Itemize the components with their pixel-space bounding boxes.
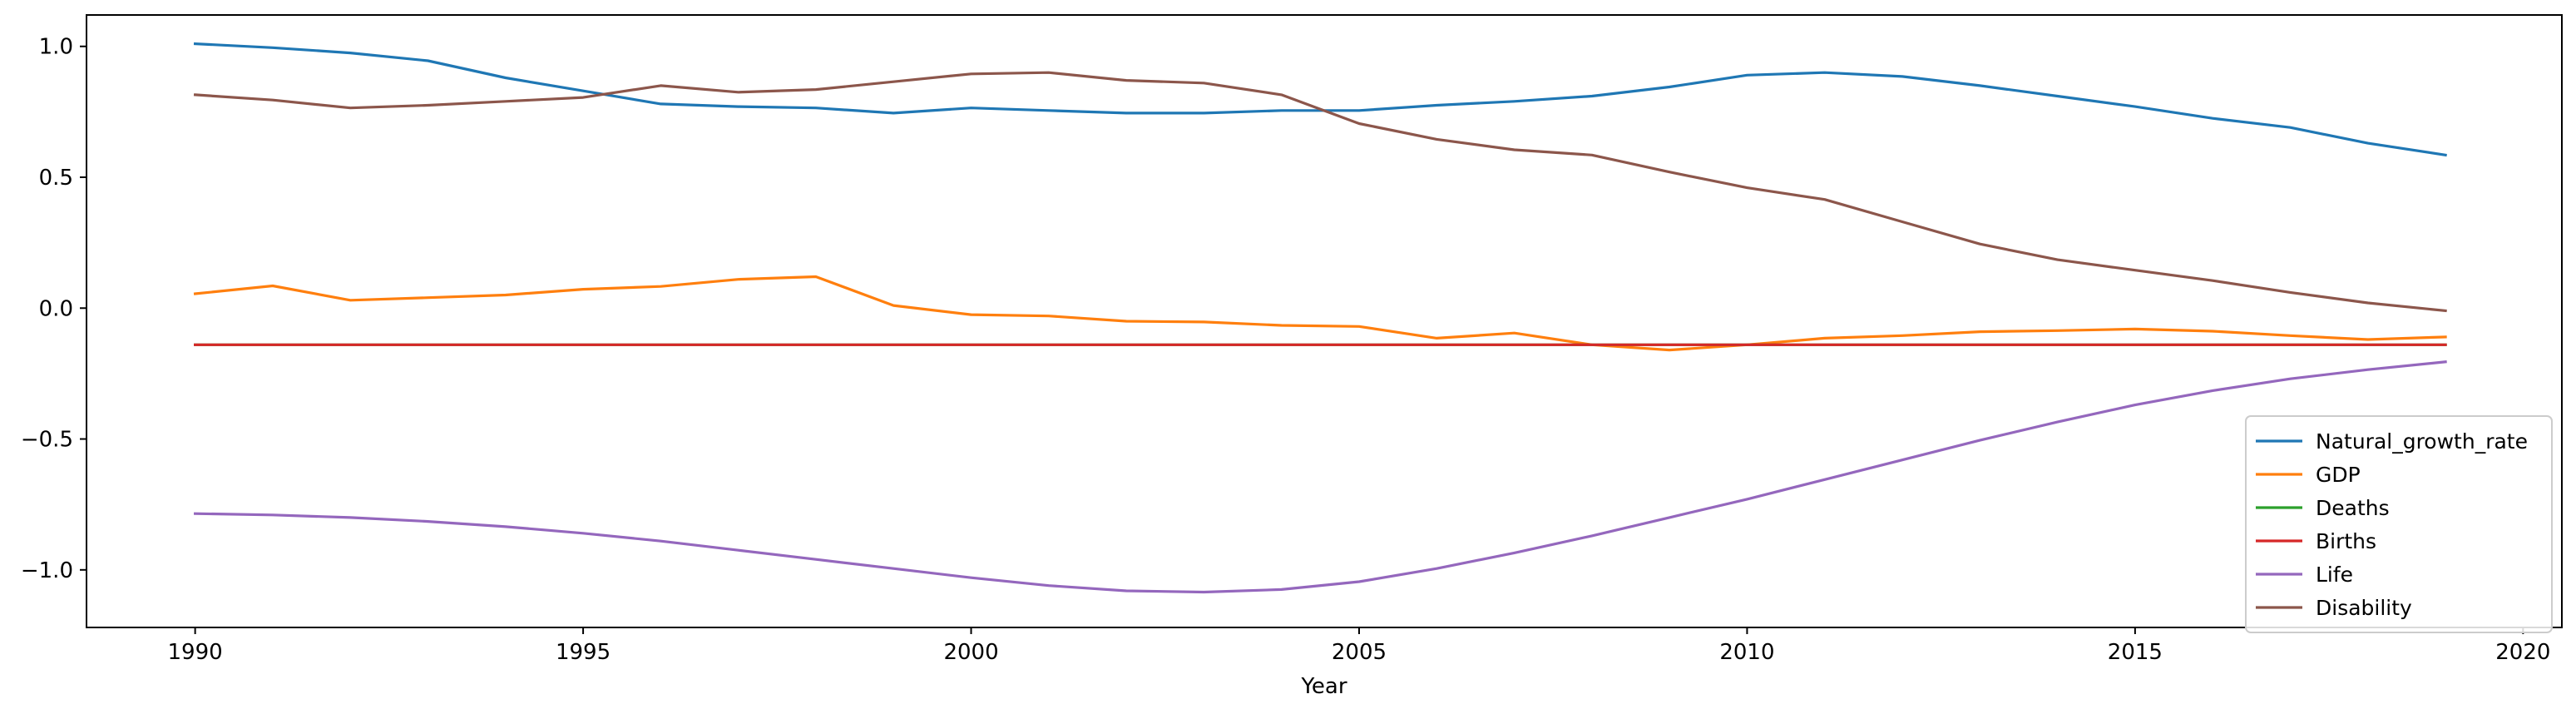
x-tick-label: 2005 [1332, 640, 1387, 665]
x-axis-label: Year [1300, 674, 1347, 699]
y-tick-label: −1.0 [21, 558, 73, 583]
x-tick-label: 1990 [168, 640, 223, 665]
y-tick-label: −0.5 [21, 428, 73, 453]
legend-box [2245, 415, 2553, 633]
legend-label-deaths: Deaths [2316, 496, 2390, 520]
series-line-life [193, 360, 2447, 594]
legend-label-gdp: GDP [2316, 463, 2361, 487]
series-layer [193, 42, 2447, 594]
y-tick-label: 0.0 [39, 296, 73, 321]
x-axis: 1990 1995 2000 2005 2010 2015 2020 [168, 627, 2550, 665]
legend-label-life: Life [2316, 563, 2353, 587]
series-line-gdp [193, 275, 2447, 352]
y-axis: 1.0 0.5 0.0 −0.5 −1.0 [21, 35, 87, 583]
x-tick-label: 1995 [556, 640, 611, 665]
plot-frame [86, 14, 2563, 628]
legend-label-births: Births [2316, 529, 2376, 553]
legend: Natural_growth_rate GDP Deaths Births Life Di… [2245, 415, 2553, 633]
x-tick-label: 2000 [943, 640, 998, 665]
series-line-disability [193, 71, 2447, 313]
y-tick-label: 1.0 [39, 35, 73, 60]
x-tick-label: 2015 [2108, 640, 2163, 665]
x-tick-label: 2010 [1719, 640, 1774, 665]
y-tick-label: 0.5 [39, 166, 73, 191]
legend-label-natural-growth-rate: Natural_growth_rate [2316, 429, 2528, 454]
x-tick-label: 2020 [2495, 640, 2550, 665]
legend-label-disability: Disability [2316, 596, 2412, 620]
